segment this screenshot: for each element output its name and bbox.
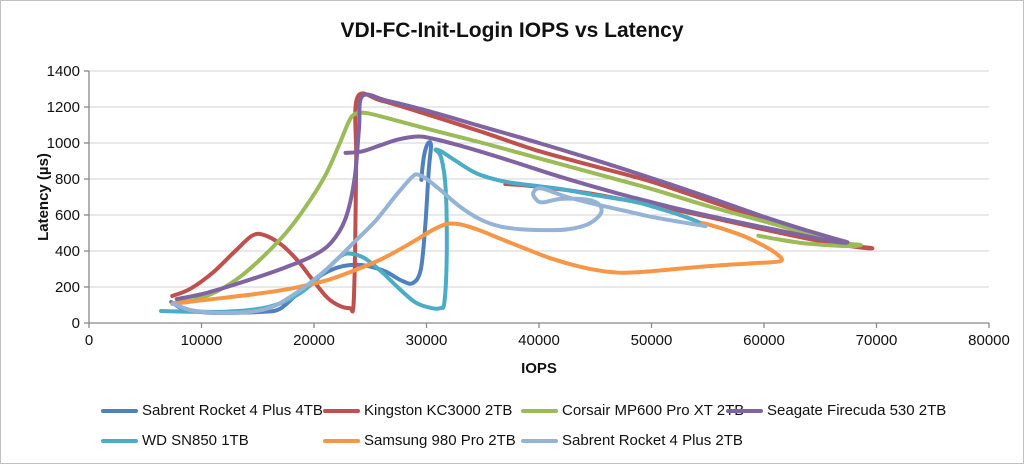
x-tick-label: 50000 xyxy=(631,332,673,349)
x-tick-label: 60000 xyxy=(743,332,785,349)
series-line-sabrent-rocket-4-plus-2tb xyxy=(171,172,708,315)
x-tick-label: 30000 xyxy=(406,332,448,349)
y-tick-label: 600 xyxy=(55,207,80,224)
y-tick-label: 800 xyxy=(55,171,80,188)
y-tick-label: 1200 xyxy=(47,99,80,116)
series-line-corsair-mp600-pro-xt-2tb xyxy=(171,110,863,306)
series-line-seagate-firecuda-530-2tb xyxy=(174,92,850,302)
x-axis-title: IOPS xyxy=(521,360,557,377)
x-tick-label: 70000 xyxy=(856,332,898,349)
x-tick-label: 0 xyxy=(85,332,93,349)
x-tick-label: 80000 xyxy=(968,332,1010,349)
y-tick-label: 1000 xyxy=(47,135,80,152)
x-tick-label: 20000 xyxy=(293,332,335,349)
y-axis-title: Latency (µs) xyxy=(35,153,52,241)
y-tick-label: 1400 xyxy=(47,63,80,80)
x-tick-label: 40000 xyxy=(518,332,560,349)
y-tick-label: 200 xyxy=(55,279,80,296)
y-tick-label: 0 xyxy=(72,315,80,332)
x-tick-label: 10000 xyxy=(181,332,223,349)
series-line-samsung-980-pro-2tb xyxy=(170,220,784,306)
y-tick-label: 400 xyxy=(55,243,80,260)
series-line-kingston-kc3000-2tb xyxy=(170,91,875,314)
chart-title: VDI-FC-Init-Login IOPS vs Latency xyxy=(340,19,684,42)
